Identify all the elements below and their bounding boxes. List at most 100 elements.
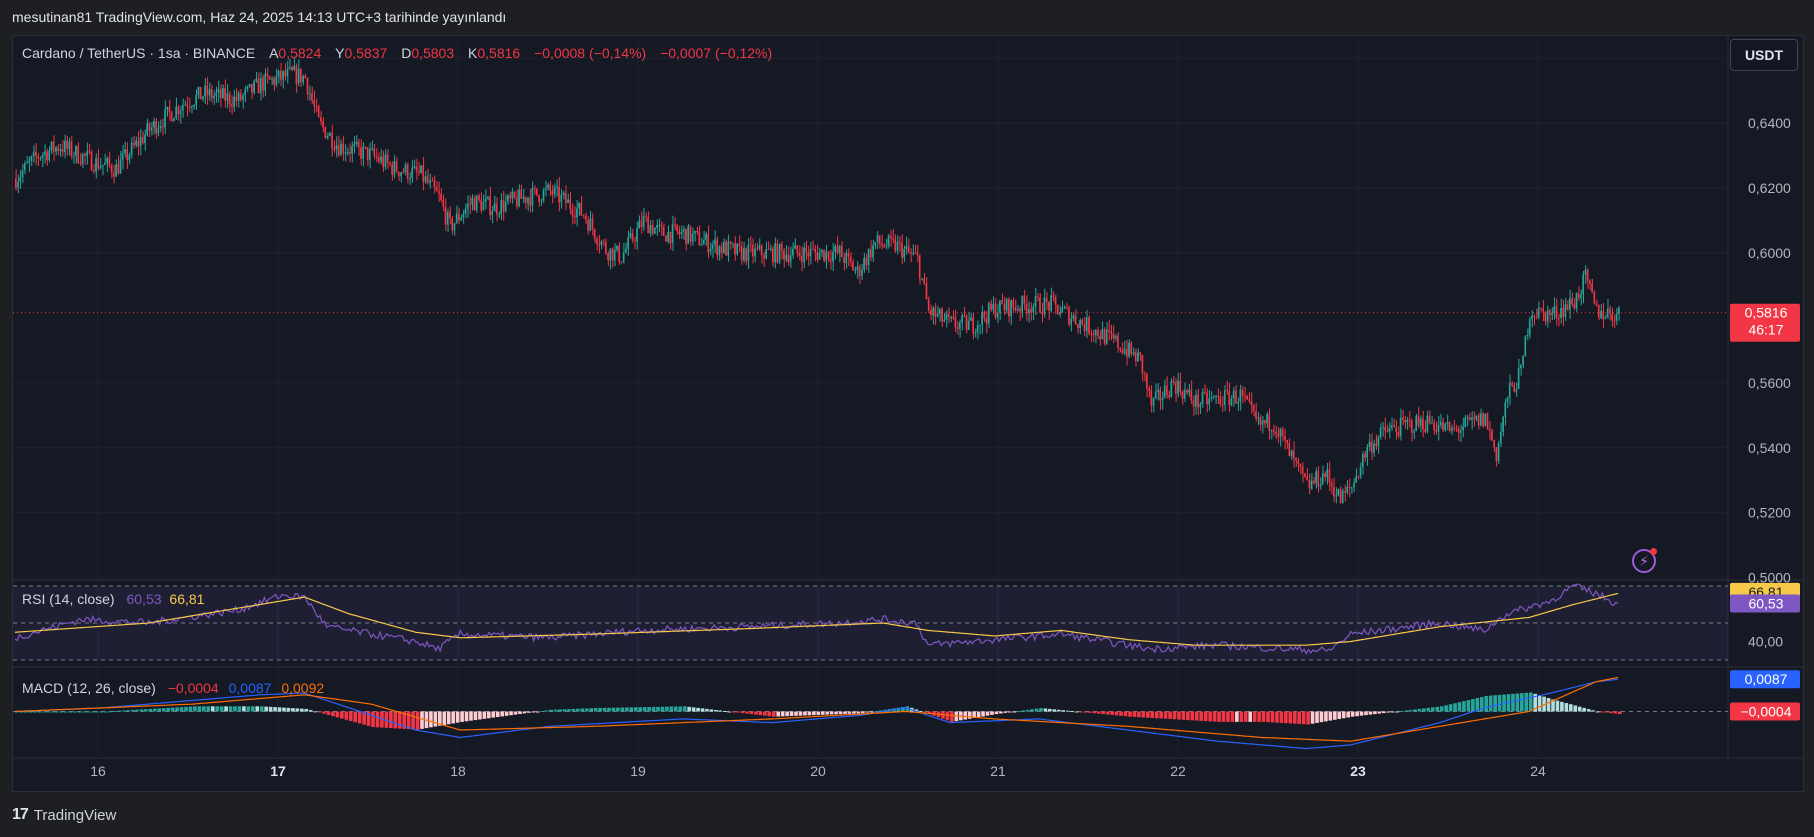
candle-body (226, 93, 229, 101)
candle-body (1050, 295, 1052, 311)
candle-body (1150, 390, 1153, 406)
macd-histogram-bar (1493, 695, 1497, 712)
candle-body (520, 189, 522, 199)
candle-body (1364, 453, 1366, 458)
candle-body (1415, 415, 1417, 431)
candle-body (729, 241, 732, 244)
candle-body (640, 220, 643, 228)
candle-body (698, 231, 701, 246)
candle-body (438, 191, 440, 194)
candle-body (121, 153, 124, 160)
candle-body (482, 201, 485, 211)
candle-body (564, 192, 567, 203)
candle-body (1177, 380, 1179, 394)
macd-histogram-bar (464, 711, 469, 722)
macd-histogram-bar (549, 709, 553, 712)
macd-histogram-bar (874, 711, 878, 713)
candle-body (580, 202, 583, 216)
macd-histogram-bar (55, 711, 59, 713)
candle-body (1246, 396, 1248, 400)
macd-histogram-bar (678, 706, 683, 712)
macd-histogram-bar (1248, 711, 1253, 722)
candle-body (769, 248, 772, 250)
candle-body (974, 332, 977, 334)
candle-body (75, 145, 77, 156)
high-label: Y (335, 45, 345, 61)
countdown-label: 46:17 (1748, 322, 1783, 338)
chart-frame[interactable]: 1617181920212223240,66000,64000,62000,60… (12, 35, 1804, 792)
candle-body (1361, 453, 1364, 468)
candle-body (360, 147, 362, 159)
candle-body (409, 178, 411, 180)
candle-body (954, 317, 957, 328)
macd-histogram-bar (206, 706, 211, 712)
chart-canvas[interactable]: 1617181920212223240,66000,64000,62000,60… (13, 36, 1803, 791)
candle-body (1168, 395, 1170, 398)
macd-histogram-bar (478, 711, 482, 720)
macd-histogram-bar (1430, 707, 1435, 712)
currency-button[interactable]: USDT (1730, 39, 1798, 71)
candle-body (1099, 336, 1101, 340)
candle-body (84, 154, 86, 156)
lightning-icon[interactable]: ⚡ (1632, 548, 1657, 573)
candle-body (785, 254, 787, 260)
macd-histogram-bar (32, 711, 37, 713)
candle-body (446, 211, 449, 225)
macd-histogram-bar (1546, 698, 1551, 712)
candle-body (883, 245, 885, 247)
macd-histogram-bar (856, 711, 861, 714)
candle-body (449, 211, 451, 219)
macd-histogram-bar (611, 707, 616, 712)
candle-body (1350, 487, 1353, 489)
candle-body (656, 224, 658, 229)
candle-body (1424, 429, 1426, 432)
candle-body (250, 83, 253, 93)
candle-body (293, 66, 295, 71)
candle-body (905, 246, 908, 249)
candle-body (562, 192, 565, 195)
macd-histogram-bar (1039, 708, 1043, 712)
candle-body (636, 228, 638, 242)
macd-histogram-bar (1128, 711, 1132, 717)
candle-body (1346, 487, 1348, 493)
macd-histogram-bar (722, 710, 727, 712)
candle-body (284, 71, 286, 77)
macd-histogram-bar (157, 708, 162, 712)
macd-histogram-bar (95, 711, 99, 713)
macd-histogram-bar (242, 706, 246, 712)
macd-histogram-bar (1413, 709, 1417, 712)
candle-body (700, 244, 703, 246)
candle-body (1419, 418, 1422, 426)
candle-body (315, 105, 318, 107)
symbol-title[interactable]: Cardano / TetherUS · 1sa · BINANCE (22, 45, 256, 61)
candle-body (115, 164, 117, 177)
macd-histogram-bar (188, 706, 193, 712)
macd-histogram-bar (834, 711, 838, 715)
macd-histogram-bar (638, 707, 642, 712)
rsi-title[interactable]: RSI (14, close) (22, 591, 115, 607)
candle-body (99, 166, 102, 169)
candle-body (95, 157, 97, 172)
candle-body (311, 93, 313, 101)
macd-histogram-bar (112, 710, 117, 712)
candle-body (1566, 304, 1569, 310)
candle-body (1134, 352, 1137, 362)
candle-body (1377, 437, 1380, 446)
candle-body (77, 145, 79, 163)
macd-histogram-bar (144, 709, 148, 712)
candle-body (1406, 419, 1409, 423)
macd-histogram-bar (1261, 711, 1266, 722)
candle-body (618, 245, 620, 262)
candle-body (195, 94, 197, 106)
candle-body (1014, 307, 1017, 311)
candle-body (1442, 422, 1444, 431)
candle-body (1063, 307, 1066, 309)
macd-histogram-bar (825, 711, 830, 715)
candle-body (1174, 382, 1177, 394)
macd-title[interactable]: MACD (12, 26, close) (22, 680, 156, 696)
candle-body (1094, 329, 1097, 336)
macd-histogram-bar (1297, 711, 1302, 724)
candle-body (426, 176, 429, 183)
macd-histogram-bar (1373, 711, 1377, 715)
candle-body (72, 155, 75, 157)
